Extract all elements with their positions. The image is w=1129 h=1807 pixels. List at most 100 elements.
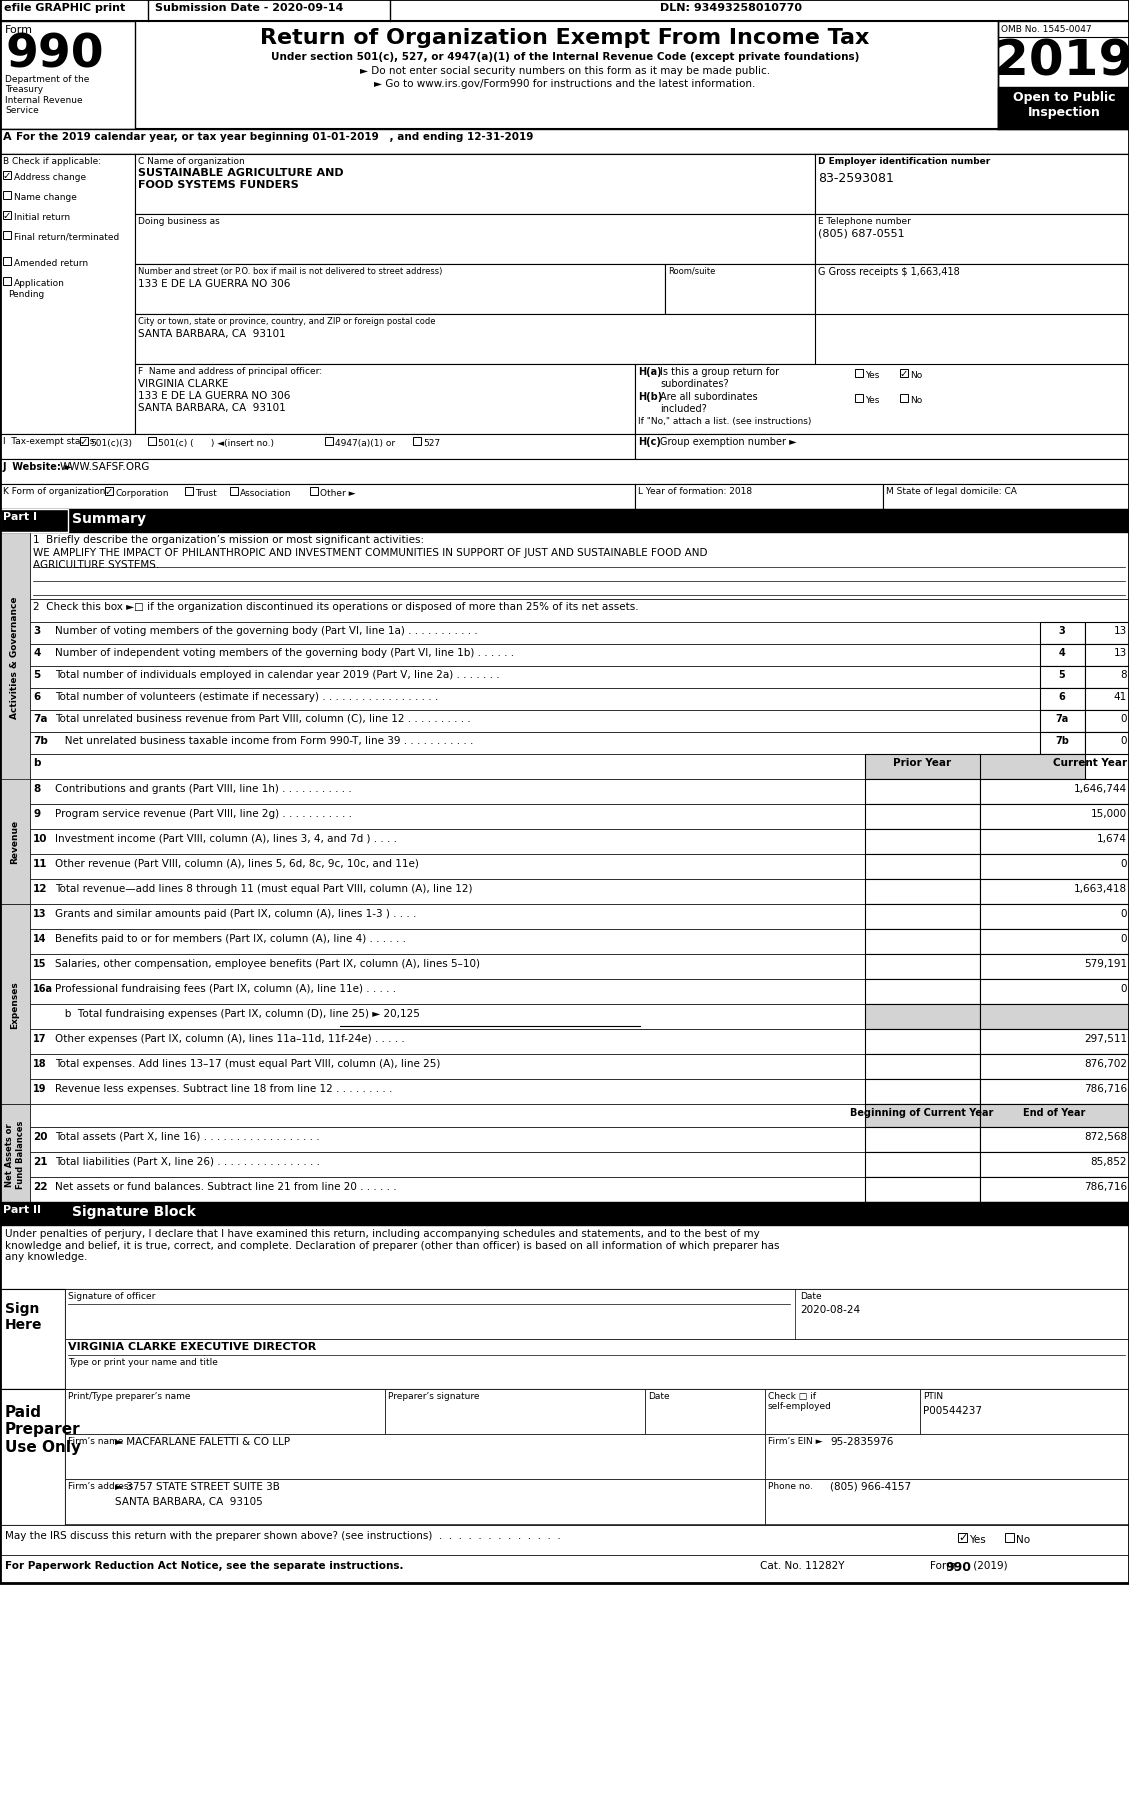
- Bar: [0, 22, 1129, 130]
- Text: Investment income (Part VIII, column (A), lines 3, 4, and 7d ) . . . .: Investment income (Part VIII, column (A)…: [55, 833, 397, 844]
- Text: Type or print your name and title: Type or print your name and title: [68, 1357, 218, 1366]
- Text: 0: 0: [1120, 934, 1127, 943]
- Text: FOOD SYSTEMS FUNDERS: FOOD SYSTEMS FUNDERS: [138, 181, 299, 190]
- Bar: [185, 488, 193, 495]
- Text: SANTA BARBARA, CA  93101: SANTA BARBARA, CA 93101: [138, 329, 286, 340]
- Text: ✓: ✓: [80, 437, 88, 446]
- Text: Part II: Part II: [3, 1203, 41, 1214]
- Bar: [865, 855, 980, 880]
- Bar: [765, 1435, 1129, 1480]
- Bar: [1040, 667, 1085, 688]
- Text: WE AMPLIFY THE IMPACT OF PHILANTHROPIC AND INVESTMENT COMMUNITIES IN SUPPORT OF : WE AMPLIFY THE IMPACT OF PHILANTHROPIC A…: [33, 548, 708, 569]
- Text: 4: 4: [1059, 647, 1066, 658]
- Text: ► 3757 STATE STREET SUITE 3B: ► 3757 STATE STREET SUITE 3B: [115, 1482, 280, 1491]
- Bar: [0, 459, 1129, 484]
- Text: Program service revenue (Part VIII, line 2g) . . . . . . . . . . .: Program service revenue (Part VIII, line…: [55, 808, 352, 819]
- Text: Yes: Yes: [865, 370, 879, 379]
- Text: 7a: 7a: [33, 714, 47, 723]
- Bar: [30, 732, 1129, 755]
- Bar: [0, 510, 68, 533]
- Bar: [865, 1030, 980, 1055]
- Text: 7b: 7b: [33, 735, 47, 746]
- Text: Number and street (or P.O. box if mail is not delivered to street address): Number and street (or P.O. box if mail i…: [138, 267, 443, 276]
- Bar: [980, 880, 1129, 905]
- Text: SANTA BARBARA, CA  93101: SANTA BARBARA, CA 93101: [138, 403, 286, 412]
- Text: 3: 3: [33, 625, 41, 636]
- Bar: [310, 488, 318, 495]
- Text: Signature of officer: Signature of officer: [68, 1292, 156, 1301]
- Bar: [855, 370, 863, 378]
- Bar: [980, 1178, 1129, 1202]
- Bar: [30, 929, 1129, 954]
- Bar: [865, 1079, 980, 1104]
- Text: For the 2019 calendar year, or tax year beginning 01-01-2019   , and ending 12-3: For the 2019 calendar year, or tax year …: [16, 132, 533, 143]
- Bar: [30, 755, 1129, 779]
- Bar: [980, 779, 1129, 804]
- Text: H(c): H(c): [638, 437, 660, 446]
- Text: 22: 22: [33, 1182, 47, 1191]
- Text: Current Year: Current Year: [1053, 757, 1127, 768]
- Text: No: No: [910, 396, 922, 405]
- Text: Grants and similar amounts paid (Part IX, column (A), lines 1-3 ) . . . .: Grants and similar amounts paid (Part IX…: [55, 909, 417, 918]
- Text: Application: Application: [14, 278, 64, 287]
- Text: 3: 3: [1059, 625, 1066, 636]
- Bar: [30, 623, 1129, 645]
- Bar: [30, 710, 1129, 732]
- Bar: [30, 1104, 1129, 1128]
- Text: 14: 14: [33, 934, 46, 943]
- Bar: [3, 192, 11, 201]
- Bar: [30, 1005, 1129, 1030]
- Text: Other expenses (Part IX, column (A), lines 11a–11d, 11f-24e) . . . . .: Other expenses (Part IX, column (A), lin…: [55, 1034, 405, 1043]
- Text: Salaries, other compensation, employee benefits (Part IX, column (A), lines 5–10: Salaries, other compensation, employee b…: [55, 958, 480, 969]
- Text: SUSTAINABLE AGRICULTURE AND: SUSTAINABLE AGRICULTURE AND: [138, 168, 343, 177]
- Bar: [148, 437, 156, 446]
- Bar: [0, 1202, 1129, 1225]
- Bar: [1040, 645, 1085, 667]
- Text: Association: Association: [240, 488, 291, 497]
- Text: 501(c)(3): 501(c)(3): [90, 439, 132, 448]
- Text: 5: 5: [1059, 670, 1066, 679]
- Text: I  Tax-exempt status:: I Tax-exempt status:: [3, 437, 97, 446]
- Text: Under penalties of perjury, I declare that I have examined this return, includin: Under penalties of perjury, I declare th…: [5, 1229, 779, 1261]
- Text: Group exemption number ►: Group exemption number ►: [660, 437, 797, 446]
- Bar: [865, 1005, 980, 1030]
- Text: Beginning of Current Year: Beginning of Current Year: [850, 1108, 994, 1117]
- Text: 13: 13: [1113, 625, 1127, 636]
- Text: Return of Organization Exempt From Income Tax: Return of Organization Exempt From Incom…: [261, 27, 869, 49]
- Text: 0: 0: [1120, 714, 1127, 723]
- Text: 85,852: 85,852: [1091, 1156, 1127, 1166]
- Text: L Year of formation: 2018: L Year of formation: 2018: [638, 486, 752, 495]
- Text: H(b): H(b): [638, 392, 663, 401]
- Text: Amended return: Amended return: [14, 258, 88, 267]
- Bar: [0, 1390, 65, 1525]
- Bar: [1085, 623, 1129, 645]
- Bar: [1085, 710, 1129, 732]
- Text: Firm’s name: Firm’s name: [68, 1437, 123, 1446]
- Text: b  Total fundraising expenses (Part IX, column (D), line 25) ► 20,125: b Total fundraising expenses (Part IX, c…: [55, 1008, 420, 1019]
- Text: 9: 9: [33, 808, 41, 819]
- Text: VIRGINIA CLARKE EXECUTIVE DIRECTOR: VIRGINIA CLARKE EXECUTIVE DIRECTOR: [68, 1341, 316, 1352]
- Bar: [325, 437, 333, 446]
- Text: Pending: Pending: [8, 289, 44, 298]
- Text: Date: Date: [648, 1391, 669, 1400]
- Text: 4947(a)(1) or: 4947(a)(1) or: [335, 439, 395, 448]
- Bar: [30, 667, 1129, 688]
- Text: 501(c) (      ) ◄(insert no.): 501(c) ( ) ◄(insert no.): [158, 439, 274, 448]
- Bar: [30, 779, 1129, 804]
- Bar: [980, 829, 1129, 855]
- Text: Paid
Preparer
Use Only: Paid Preparer Use Only: [5, 1404, 81, 1455]
- Bar: [865, 779, 980, 804]
- Bar: [30, 855, 1129, 880]
- Bar: [3, 211, 11, 220]
- Text: Number of voting members of the governing body (Part VI, line 1a) . . . . . . . : Number of voting members of the governin…: [55, 625, 478, 636]
- Bar: [865, 1104, 980, 1128]
- Text: Net unrelated business taxable income from Form 990-T, line 39 . . . . . . . . .: Net unrelated business taxable income fr…: [55, 735, 473, 746]
- Text: Other revenue (Part VIII, column (A), lines 5, 6d, 8c, 9c, 10c, and 11e): Other revenue (Part VIII, column (A), li…: [55, 858, 419, 869]
- Text: 21: 21: [33, 1156, 47, 1166]
- Text: (805) 966-4157: (805) 966-4157: [830, 1482, 911, 1491]
- Bar: [230, 488, 238, 495]
- Text: B Check if applicable:: B Check if applicable:: [3, 157, 102, 166]
- Bar: [865, 880, 980, 905]
- Text: Yes: Yes: [865, 396, 879, 405]
- Bar: [815, 266, 1129, 314]
